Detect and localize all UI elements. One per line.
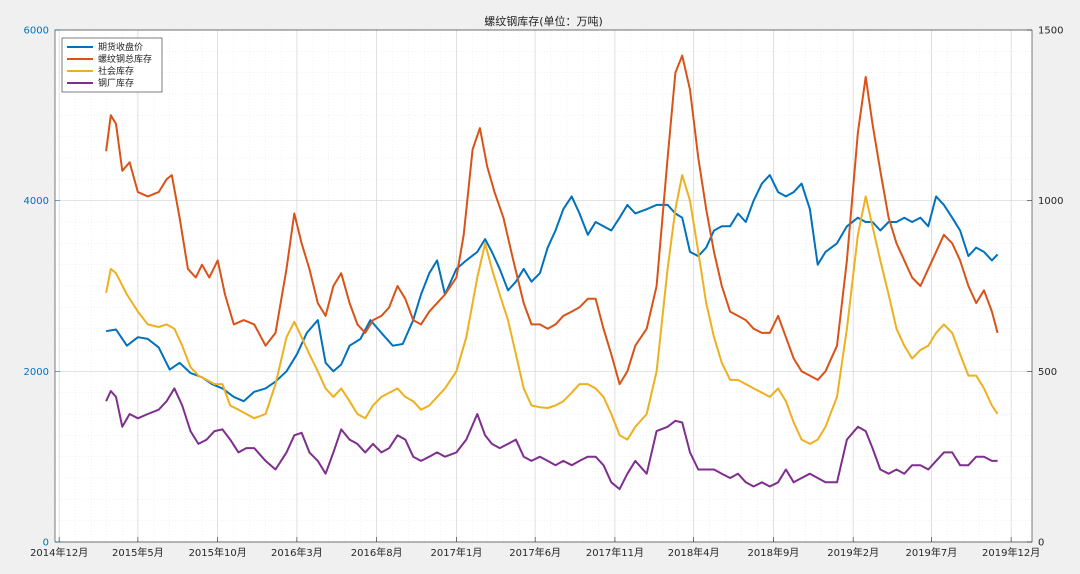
y-right-tick-label: 500 — [1038, 367, 1057, 378]
legend-label: 钢厂库存 — [98, 77, 134, 89]
x-tick-label: 2015年10月 — [189, 546, 247, 559]
x-tick-label: 2018年9月 — [748, 546, 800, 559]
y-left-tick-label: 6000 — [24, 26, 49, 37]
series-line-1 — [105, 174, 999, 403]
y-left-tick-label: 2000 — [24, 367, 49, 378]
y-left-tick-label: 0 — [43, 538, 49, 549]
legend-label: 社会库存 — [98, 65, 134, 77]
axes: 2014年12月 2015年5月 2015年10月 2016年3月 2016年8月 201… — [24, 26, 1064, 560]
legend-label: 期货收盘价 — [98, 41, 143, 53]
x-tick-label: 2019年7月 — [905, 546, 957, 559]
x-tick-label: 2016年8月 — [351, 546, 403, 559]
plot-frame — [54, 29, 1033, 543]
legend-label: 螺纹钢总库存 — [98, 53, 152, 65]
x-tick-label: 2015年5月 — [112, 546, 164, 559]
x-tick-label: 2016年3月 — [271, 546, 323, 559]
y-left-tick-label: 4000 — [24, 196, 49, 207]
x-tick-label: 2017年6月 — [509, 546, 561, 559]
series-line-3 — [105, 174, 999, 445]
series-line-4 — [105, 387, 998, 491]
series-line-2 — [105, 54, 999, 386]
y-right-tick-label: 1000 — [1038, 196, 1063, 207]
y-right-tick-label: 1500 — [1038, 26, 1063, 37]
x-tick-label: 2017年1月 — [431, 546, 483, 559]
y-right-tick-label: 0 — [1038, 538, 1044, 549]
plot-area — [55, 30, 1032, 542]
x-tick-label: 2019年12月 — [982, 546, 1040, 559]
x-tick-label: 2017年11月 — [586, 546, 644, 559]
x-tick-label: 2018年4月 — [668, 546, 720, 559]
x-tick-label: 2014年12月 — [30, 546, 88, 559]
series-group — [105, 54, 999, 491]
x-tick-label: 2019年2月 — [827, 546, 879, 559]
chart-title: 螺纹钢库存(单位：万吨) — [484, 14, 603, 28]
